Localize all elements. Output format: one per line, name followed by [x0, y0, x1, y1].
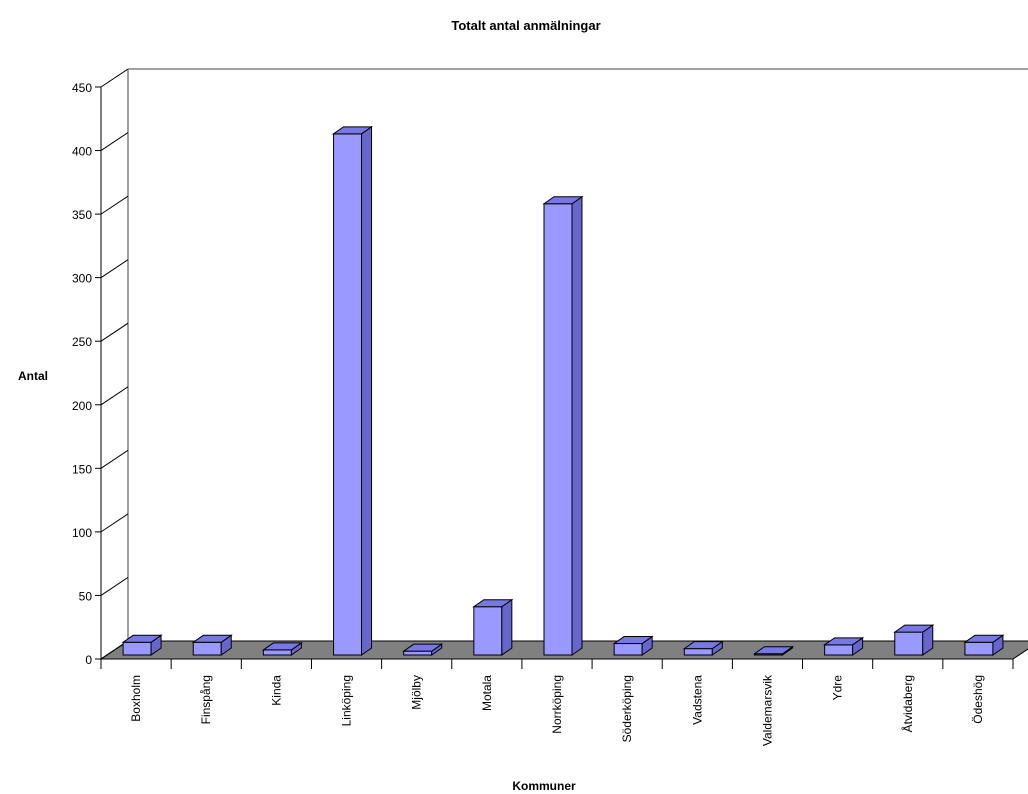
bar-front [403, 650, 433, 656]
x-tick-label: Kinda [269, 675, 283, 706]
y-tick-depth [100, 449, 129, 469]
y-tick-depth [100, 513, 129, 533]
bar-top [191, 634, 233, 643]
x-tick-label: Ödeshög [971, 675, 985, 724]
y-tick-label: 250 [72, 335, 92, 349]
bar-top [121, 634, 163, 643]
bar-top [752, 646, 795, 655]
bar-top [331, 126, 374, 135]
y-tick-depth [100, 259, 129, 279]
plot-area: 0 50 100 150 200 250 300 350 400 450 Boxholm Finspå… [72, 68, 1028, 746]
bar-side [501, 598, 513, 656]
y-tick-depth [100, 68, 129, 88]
y-tick-depth [100, 386, 129, 406]
bar-top [682, 641, 724, 650]
x-tick-label: Mjölby [410, 675, 424, 710]
x-tick-label: Vadstena [690, 675, 704, 725]
y-tick-label: 0 [85, 653, 92, 667]
y-tick-depth [100, 195, 129, 215]
y-tick-depth [100, 322, 129, 342]
bar-top [612, 636, 654, 645]
bar-front [333, 133, 363, 656]
bar-front [683, 648, 713, 656]
x-tick-label: Linköping [340, 675, 354, 726]
bar-front [543, 203, 573, 656]
x-tick-label: Motala [480, 675, 494, 711]
y-axis-title: Antal [18, 369, 48, 383]
x-axis-title: Kommuner [512, 779, 576, 793]
bar-top [472, 599, 514, 608]
y-tick-label: 300 [72, 272, 92, 286]
x-tick-label: Boxholm [129, 675, 143, 722]
bar-front [192, 641, 222, 656]
bar-top [823, 637, 865, 646]
x-tick-label: Åtvidaberg [900, 675, 915, 732]
y-tick-label: 350 [72, 208, 92, 222]
bar-front [122, 641, 152, 656]
bar-top [542, 196, 584, 205]
bar-front [894, 631, 924, 656]
x-tick-label: Finspång [199, 675, 213, 724]
bar-top [893, 624, 935, 633]
bar-top [261, 642, 303, 651]
bar-side [361, 125, 373, 656]
y-tick-label: 100 [72, 526, 92, 540]
y-tick-depth [100, 132, 129, 151]
x-tick-label: Valdemarsvik [760, 674, 774, 746]
bar-front [824, 644, 854, 656]
y-tick-depth [100, 577, 129, 596]
y-tick-label: 50 [79, 589, 93, 603]
bar-front [964, 641, 994, 656]
x-tick-label: Norrköping [550, 675, 564, 734]
bar-top [402, 643, 444, 652]
bar-front [473, 606, 503, 656]
bar-top [963, 634, 1005, 643]
x-tick-label: Söderköping [620, 675, 634, 742]
bar-side [571, 195, 583, 656]
y-tick-label: 400 [72, 145, 92, 159]
x-tick-label: Ydre [831, 675, 845, 701]
y-tick-label: 450 [72, 81, 92, 95]
y-tick-label: 150 [72, 462, 92, 476]
bar-front [262, 649, 292, 656]
y-tick-label: 200 [72, 399, 92, 413]
chart-title: Totalt antal anmälningar [451, 18, 600, 33]
bar-front [613, 643, 643, 656]
